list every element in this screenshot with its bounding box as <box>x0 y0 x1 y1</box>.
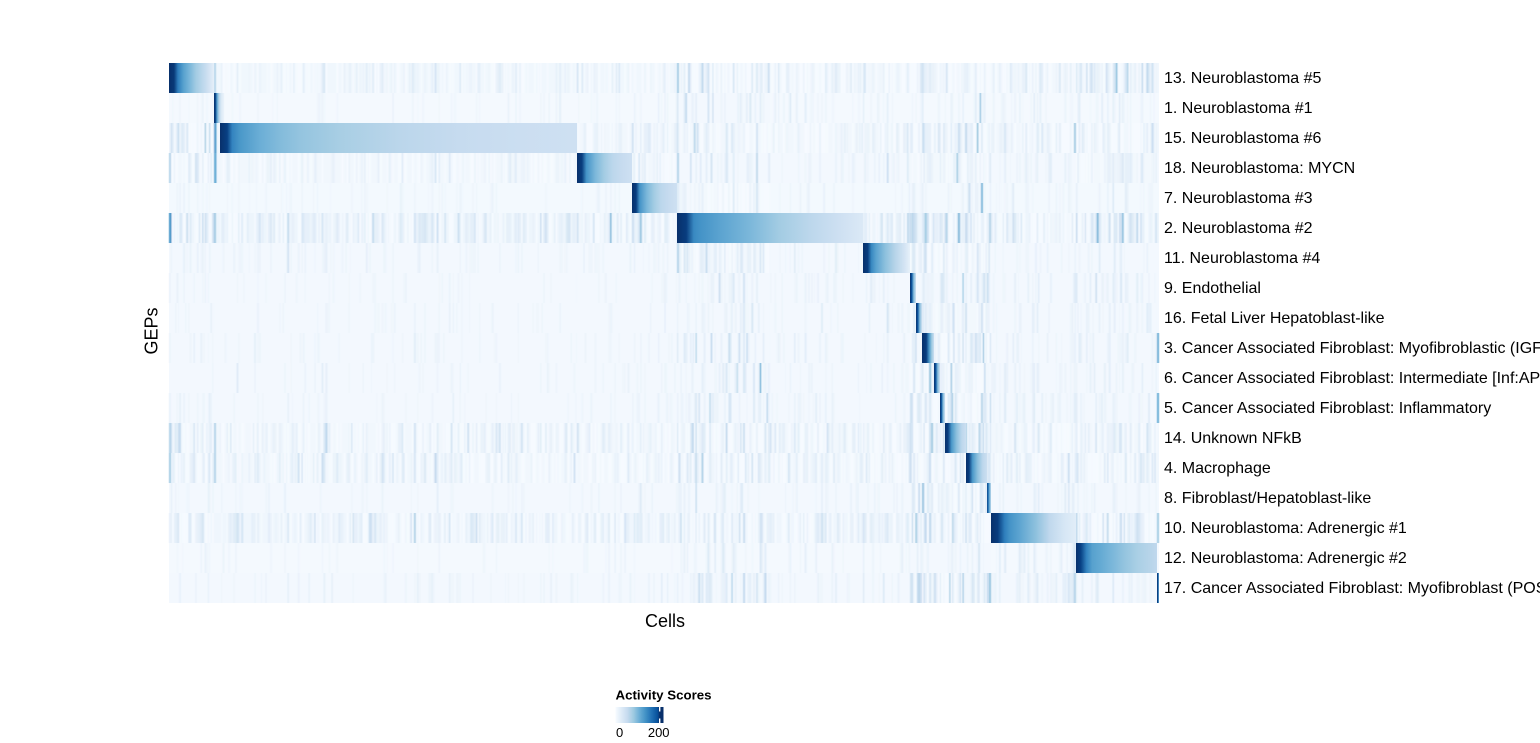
svg-text:16. Fetal Liver Hepatoblast-li: 16. Fetal Liver Hepatoblast-like <box>1164 310 1385 327</box>
svg-text:6. Cancer Associated Fibroblas: 6. Cancer Associated Fibroblast: Interme… <box>1164 370 1540 387</box>
svg-text:Activity Scores: Activity Scores <box>616 687 712 702</box>
svg-text:15. Neuroblastoma #6: 15. Neuroblastoma #6 <box>1164 130 1322 147</box>
svg-text:5. Cancer Associated Fibroblas: 5. Cancer Associated Fibroblast: Inflamm… <box>1164 400 1491 417</box>
svg-text:14. Unknown NFkB: 14. Unknown NFkB <box>1164 430 1302 447</box>
svg-text:12. Neuroblastoma: Adrenergic: 12. Neuroblastoma: Adrenergic #2 <box>1164 550 1407 567</box>
svg-text:1. Neuroblastoma #1: 1. Neuroblastoma #1 <box>1164 100 1313 117</box>
svg-text:7. Neuroblastoma #3: 7. Neuroblastoma #3 <box>1164 190 1313 207</box>
svg-text:0: 0 <box>616 725 623 740</box>
svg-text:GEPs: GEPs <box>142 307 162 354</box>
svg-text:17. Cancer Associated Fibrobla: 17. Cancer Associated Fibroblast: Myofib… <box>1164 580 1540 597</box>
svg-text:3. Cancer Associated Fibroblas: 3. Cancer Associated Fibroblast: Myofibr… <box>1164 340 1540 357</box>
svg-text:18. Neuroblastoma: MYCN: 18. Neuroblastoma: MYCN <box>1164 160 1355 177</box>
svg-text:11. Neuroblastoma #4: 11. Neuroblastoma #4 <box>1164 250 1320 267</box>
svg-text:Cells: Cells <box>645 611 685 631</box>
svg-text:10. Neuroblastoma: Adrenergic: 10. Neuroblastoma: Adrenergic #1 <box>1164 520 1407 537</box>
svg-text:13. Neuroblastoma #5: 13. Neuroblastoma #5 <box>1164 70 1322 87</box>
svg-text:2. Neuroblastoma #2: 2. Neuroblastoma #2 <box>1164 220 1313 237</box>
svg-text:4. Macrophage: 4. Macrophage <box>1164 460 1271 477</box>
svg-text:200: 200 <box>648 725 670 740</box>
svg-text:8. Fibroblast/Hepatoblast-like: 8. Fibroblast/Hepatoblast-like <box>1164 490 1371 507</box>
svg-text:9. Endothelial: 9. Endothelial <box>1164 280 1261 297</box>
